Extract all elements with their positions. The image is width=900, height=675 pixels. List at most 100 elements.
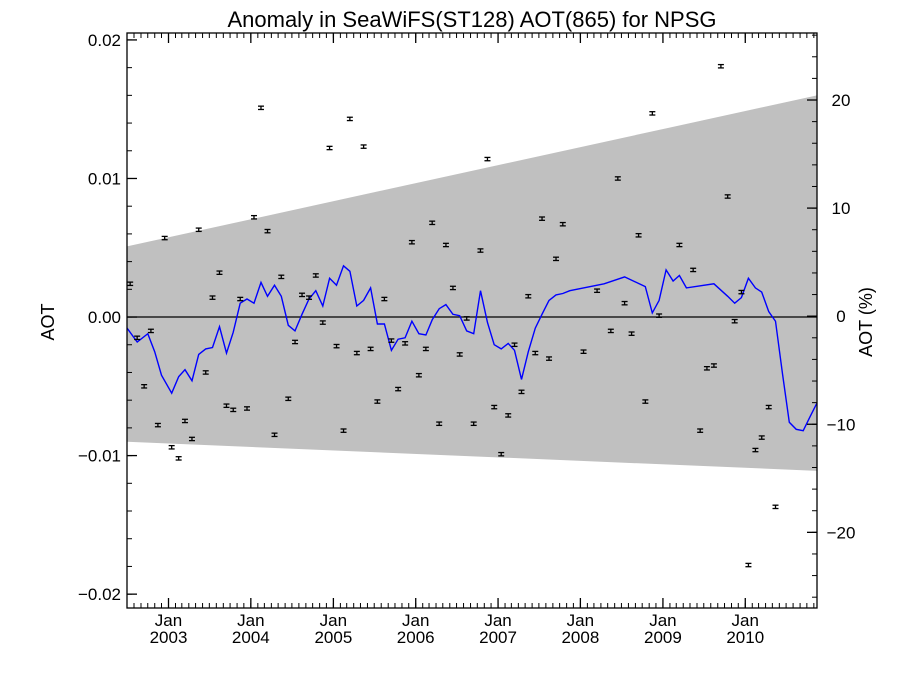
data-point [154,422,161,428]
y2-tick-label: 0 [836,307,845,326]
data-point [340,428,347,433]
data-point [319,320,326,325]
data-point [168,444,175,450]
data-point [553,256,560,262]
x-tick-year: 2004 [232,628,270,647]
data-point [333,343,340,349]
data-point [388,338,395,343]
x-tick-year: 2009 [644,628,682,647]
data-point [745,562,752,568]
data-point [161,235,168,241]
plot-frame [126,32,818,609]
data-point [141,384,148,389]
data-point [216,270,223,276]
data-point [642,399,649,404]
data-point [710,363,717,368]
x-tick-month: Jan [567,611,594,630]
axis-tick-labels: 0.020.010.00−0.01−0.0220100−10−20Jan2003… [78,31,855,647]
data-point [402,341,409,346]
data-point [209,295,216,300]
data-point [758,435,765,440]
data-point [491,404,498,410]
data-point [237,296,244,302]
x-tick-month: Jan [320,611,347,630]
data-point [326,145,333,151]
data-point [525,293,532,299]
data-point [656,313,663,318]
x-tick-month: Jan [649,611,676,630]
data-point [127,281,134,287]
data-point [532,350,539,356]
data-point [690,267,697,273]
data-point [250,214,257,220]
data-point [312,273,319,278]
data-point [511,342,518,348]
data-point [559,221,566,227]
data-point [649,111,656,116]
x-tick-month: Jan [484,611,511,630]
x-tick-month: Jan [402,611,429,630]
data-point [505,413,512,418]
data-point [175,456,182,461]
data-point [484,156,491,162]
data-point [244,406,250,411]
data-point [381,296,388,302]
y-tick-label: −0.02 [78,585,121,604]
data-point [285,396,292,402]
data-points [127,63,779,568]
data-point [628,331,635,336]
data-point [188,436,195,442]
data-point [752,447,759,453]
data-point [306,295,313,300]
y-axis-label: AOT [38,303,58,340]
x-tick-year: 2008 [561,628,599,647]
data-point [703,365,710,371]
data-point [230,407,237,413]
y-tick-label: 0.02 [88,31,121,50]
data-point [223,403,230,409]
data-point [580,349,587,354]
data-point [346,116,353,122]
y-tick-label: 0.01 [88,169,121,188]
data-point [498,451,505,457]
data-point [415,372,422,378]
data-point [456,352,463,357]
x-tick-year: 2003 [150,628,188,647]
series-line-0 [126,264,818,432]
x-tick-year: 2010 [726,628,764,647]
y2-tick-label: 20 [832,91,851,110]
data-point [470,421,477,427]
data-point [422,346,429,352]
data-point [546,356,553,361]
data-point [408,239,415,245]
data-point [195,227,202,233]
data-point [738,289,745,295]
data-point [360,144,367,149]
data-point [436,421,443,427]
x-tick-year: 2007 [479,628,517,647]
y-tick-label: −0.01 [78,447,121,466]
data-point [264,228,271,234]
data-point [614,176,621,181]
data-point [518,389,525,395]
data-point [731,318,738,324]
data-point [278,274,285,280]
data-point [181,418,188,424]
data-point [717,63,724,69]
data-point [134,335,141,341]
x-tick-year: 2005 [314,628,352,647]
data-point [292,339,299,345]
data-point [449,285,456,291]
data-point [539,216,546,221]
data-point [594,288,601,294]
data-point [697,428,704,433]
y-tick-label: 0.00 [88,308,121,327]
data-point [367,346,374,352]
data-point [257,105,264,111]
data-point [395,386,402,392]
x-tick-month: Jan [237,611,264,630]
y2-tick-label: 10 [832,199,851,218]
data-point [202,370,209,375]
data-point [271,432,278,438]
x-tick-month: Jan [155,611,182,630]
